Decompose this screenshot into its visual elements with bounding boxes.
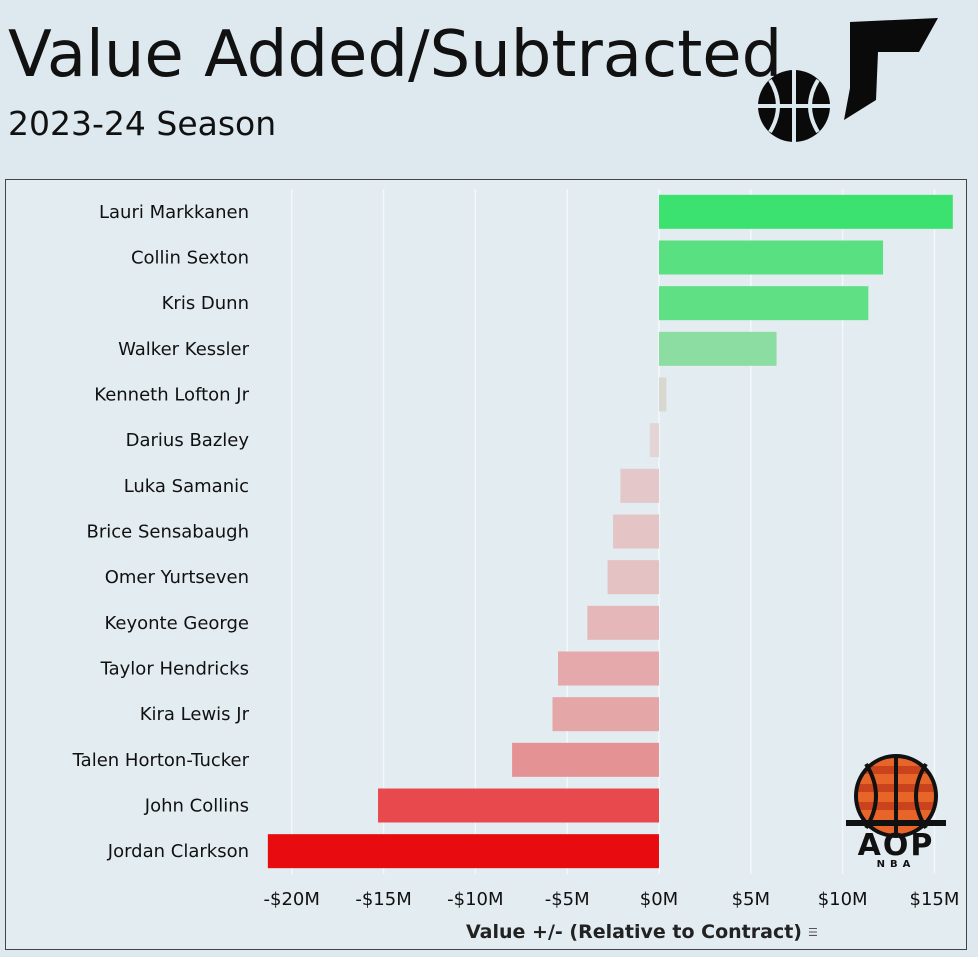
x-tick-label: -$5M — [545, 889, 590, 910]
x-tick-label: $15M — [910, 889, 960, 910]
brand-wordmark: AOP — [857, 828, 935, 863]
category-label: Omer Yurtseven — [105, 567, 249, 588]
bar-brice-sensabaugh — [613, 514, 659, 549]
x-tick-label: -$10M — [447, 889, 503, 910]
x-axis-title-wrap: Value +/- (Relative to Contract) ☰ — [466, 921, 818, 943]
category-label: Jordan Clarkson — [107, 841, 249, 862]
bar-darius-bazley — [649, 423, 659, 458]
aop-basketball-logo — [846, 754, 946, 838]
category-label: Kira Lewis Jr — [140, 704, 250, 725]
x-tick-label: -$15M — [355, 889, 411, 910]
bar-taylor-hendricks — [558, 651, 659, 686]
x-tick-label: $5M — [732, 889, 770, 910]
x-axis-title: Value +/- (Relative to Contract) — [466, 921, 802, 943]
category-label: Kris Dunn — [162, 293, 249, 314]
bar-jordan-clarkson — [267, 834, 659, 869]
bar-luka-samanic — [620, 468, 659, 503]
x-tick-label: -$20M — [264, 889, 320, 910]
bar-kris-dunn — [659, 286, 869, 321]
category-label: Taylor Hendricks — [100, 659, 249, 680]
brand-subtext: NBA — [876, 859, 916, 870]
bar-kira-lewis-jr — [552, 697, 659, 732]
x-tick-label: $10M — [818, 889, 868, 910]
bar-keyonte-george — [587, 605, 659, 640]
sort-icon[interactable]: ☰ — [807, 926, 818, 939]
bar-lauri-markkanen — [659, 194, 953, 229]
bar-collin-sexton — [659, 240, 884, 275]
category-label: Luka Samanic — [124, 476, 249, 497]
category-label: Collin Sexton — [131, 248, 249, 269]
category-label: Brice Sensabaugh — [87, 522, 249, 543]
bar-john-collins — [378, 788, 659, 823]
category-label: Kenneth Lofton Jr — [94, 385, 249, 406]
category-label: Walker Kessler — [118, 339, 249, 360]
chart-subtitle: 2023-24 Season — [8, 104, 277, 143]
category-label: Keyonte George — [104, 613, 249, 634]
category-label: John Collins — [144, 796, 249, 817]
bar-walker-kessler — [659, 331, 777, 366]
category-label: Lauri Markkanen — [99, 202, 249, 223]
chart-title: Value Added/Subtracted — [8, 18, 783, 92]
category-label: Talen Horton-Tucker — [72, 750, 250, 771]
category-label: Darius Bazley — [126, 430, 250, 451]
bar-talen-horton-tucker — [512, 742, 659, 777]
jazz-note-icon — [758, 18, 938, 142]
bar-kenneth-lofton-jr — [659, 377, 667, 412]
x-tick-label: $0M — [640, 889, 678, 910]
bar-omer-yurtseven — [607, 560, 659, 595]
bar-chart: Lauri Markkanen Collin Sexton Kris Dunn Wal… — [72, 189, 960, 910]
